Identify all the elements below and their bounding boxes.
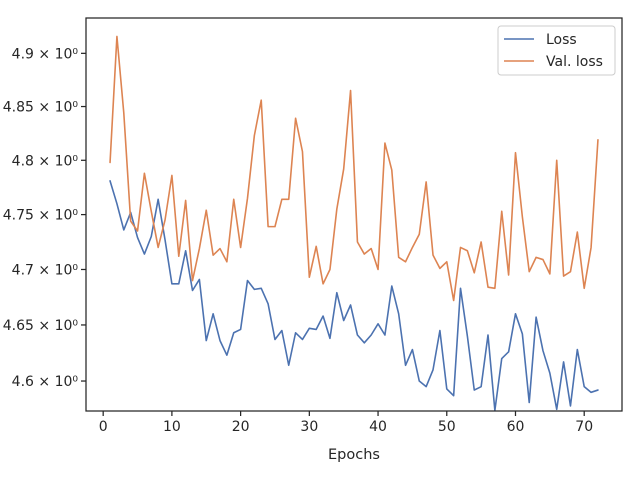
series-line-val-loss [109, 35, 599, 302]
y-axis-ticks: 4.6 × 10⁰ 4.65 × 10⁰ 4.7 × 10⁰ 4.75 × 10⁰ 4.… [3, 46, 86, 390]
y-tick-label: 4.75 × 10⁰ [3, 208, 79, 224]
plot-lines [109, 35, 599, 412]
legend-label-loss: Loss [546, 32, 577, 48]
x-tick-label: 60 [507, 419, 525, 435]
x-tick-label: 20 [232, 419, 250, 435]
series-line-loss [109, 180, 599, 412]
x-tick-label: 40 [369, 419, 387, 435]
legend: Loss Val. loss [497, 25, 616, 76]
x-tick-label: 70 [575, 419, 593, 435]
y-tick-label: 4.7 × 10⁰ [12, 262, 79, 278]
x-tick-label: 0 [99, 419, 108, 435]
x-tick-label: 10 [163, 419, 181, 435]
x-tick-label: 50 [438, 419, 456, 435]
legend-label-val-loss: Val. loss [546, 54, 603, 70]
y-tick-label: 4.65 × 10⁰ [3, 318, 79, 334]
x-axis-ticks: 0 10 20 30 40 50 60 70 [99, 411, 593, 435]
x-tick-label: 30 [300, 419, 318, 435]
y-tick-label: 4.85 × 10⁰ [3, 100, 79, 116]
x-axis-label: Epochs [328, 447, 380, 463]
y-tick-label: 4.8 × 10⁰ [12, 153, 79, 169]
y-tick-label: 4.6 × 10⁰ [12, 374, 79, 390]
y-tick-label: 4.9 × 10⁰ [12, 46, 79, 62]
